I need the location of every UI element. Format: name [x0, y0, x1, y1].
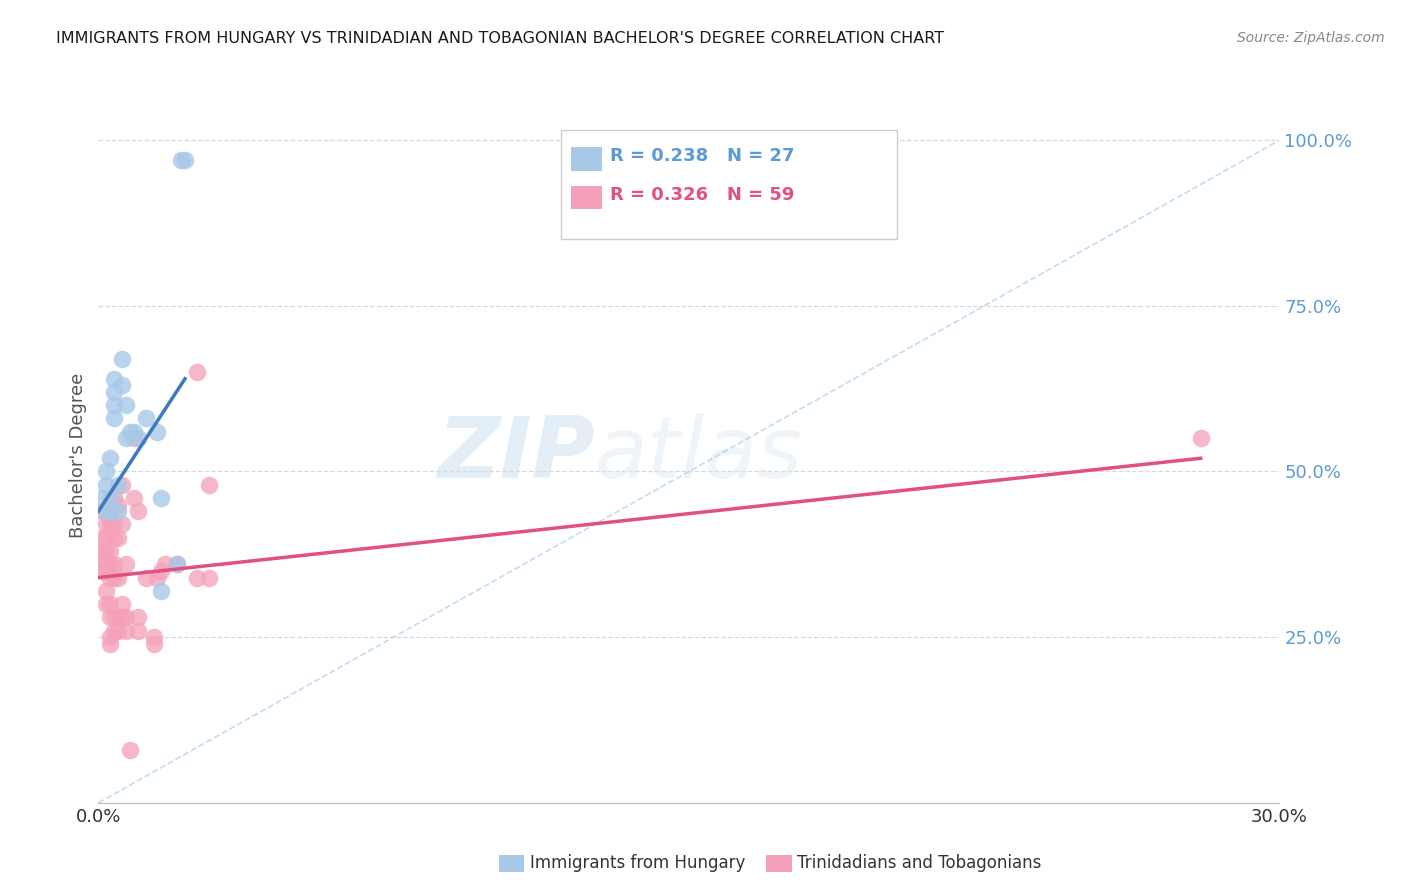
- Point: [96, 583, 118, 598]
- Point: [96, 504, 118, 518]
- Point: [115, 558, 138, 572]
- Point: [115, 431, 138, 445]
- Point: [91, 544, 114, 558]
- Point: [107, 610, 129, 624]
- Text: Immigrants from Hungary: Immigrants from Hungary: [530, 855, 745, 872]
- Text: R = 0.238   N = 27: R = 0.238 N = 27: [610, 147, 794, 165]
- Point: [111, 477, 134, 491]
- Text: Trinidadians and Tobagonians: Trinidadians and Tobagonians: [797, 855, 1042, 872]
- Point: [122, 425, 145, 439]
- Point: [118, 425, 141, 439]
- Point: [166, 558, 188, 572]
- Point: [98, 597, 121, 611]
- Point: [127, 431, 149, 445]
- Point: [122, 431, 145, 445]
- Point: [170, 153, 193, 167]
- Point: [107, 504, 129, 518]
- Point: [98, 570, 121, 584]
- Point: [150, 564, 173, 578]
- Text: IMMIGRANTS FROM HUNGARY VS TRINIDADIAN AND TOBAGONIAN BACHELOR'S DEGREE CORRELAT: IMMIGRANTS FROM HUNGARY VS TRINIDADIAN A…: [56, 31, 945, 46]
- Point: [135, 411, 157, 425]
- Point: [98, 517, 121, 532]
- Point: [115, 398, 138, 412]
- Point: [118, 743, 141, 757]
- Point: [127, 504, 149, 518]
- Point: [103, 491, 125, 505]
- Point: [103, 411, 125, 425]
- Point: [96, 597, 118, 611]
- Point: [98, 511, 121, 525]
- Point: [111, 610, 134, 624]
- Point: [150, 491, 173, 505]
- Point: [96, 531, 118, 545]
- Text: atlas: atlas: [595, 413, 803, 497]
- Text: Source: ZipAtlas.com: Source: ZipAtlas.com: [1237, 31, 1385, 45]
- Point: [98, 451, 121, 466]
- Point: [107, 570, 129, 584]
- Point: [115, 610, 138, 624]
- Point: [98, 491, 121, 505]
- Point: [91, 564, 114, 578]
- Point: [103, 398, 125, 412]
- Point: [91, 550, 114, 565]
- Point: [1189, 431, 1212, 445]
- Point: [127, 624, 149, 638]
- Point: [103, 558, 125, 572]
- Point: [111, 517, 134, 532]
- Point: [111, 351, 134, 366]
- Point: [96, 477, 118, 491]
- Point: [98, 558, 121, 572]
- Point: [155, 558, 177, 572]
- Point: [96, 465, 118, 479]
- Point: [115, 624, 138, 638]
- Point: [96, 544, 118, 558]
- Point: [166, 558, 188, 572]
- Point: [103, 570, 125, 584]
- Text: ZIP: ZIP: [437, 413, 595, 497]
- Point: [146, 425, 169, 439]
- Point: [91, 504, 114, 518]
- Point: [197, 570, 219, 584]
- Text: R = 0.326   N = 59: R = 0.326 N = 59: [610, 186, 794, 203]
- Point: [122, 491, 145, 505]
- Point: [107, 624, 129, 638]
- Point: [96, 558, 118, 572]
- Point: [98, 504, 121, 518]
- Point: [127, 610, 149, 624]
- Point: [111, 597, 134, 611]
- Point: [103, 610, 125, 624]
- Point: [103, 384, 125, 399]
- Point: [150, 583, 173, 598]
- Point: [96, 564, 118, 578]
- Point: [98, 637, 121, 651]
- Point: [103, 372, 125, 386]
- Point: [146, 570, 169, 584]
- Point: [107, 498, 129, 512]
- Point: [103, 531, 125, 545]
- Point: [103, 624, 125, 638]
- Point: [174, 153, 197, 167]
- Point: [186, 570, 208, 584]
- Point: [186, 365, 208, 379]
- Point: [98, 610, 121, 624]
- Point: [107, 531, 129, 545]
- Point: [103, 517, 125, 532]
- Point: [98, 504, 121, 518]
- Point: [98, 630, 121, 644]
- Point: [91, 491, 114, 505]
- Point: [96, 517, 118, 532]
- Point: [142, 637, 165, 651]
- Point: [91, 531, 114, 545]
- Point: [135, 570, 157, 584]
- Point: [142, 630, 165, 644]
- Y-axis label: Bachelor's Degree: Bachelor's Degree: [69, 372, 87, 538]
- Point: [197, 477, 219, 491]
- Point: [98, 544, 121, 558]
- Point: [107, 477, 129, 491]
- Point: [111, 378, 134, 392]
